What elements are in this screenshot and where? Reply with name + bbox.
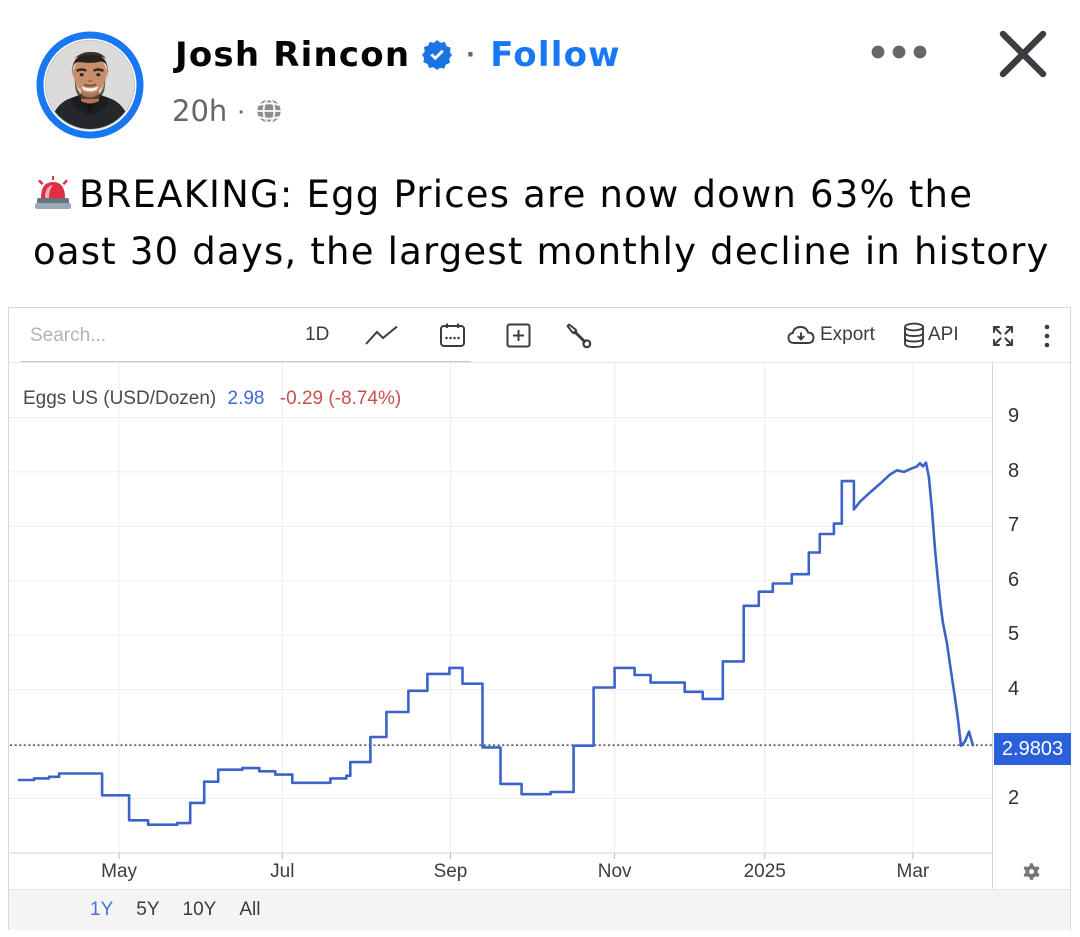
post-text-line1: BREAKING: Egg Prices are now down 63% th…	[79, 173, 974, 216]
y-axis-label: 2	[1008, 786, 1020, 809]
meta-separator: ·	[236, 94, 246, 127]
series-name: Eggs US (USD/Dozen)	[23, 388, 217, 409]
avatar[interactable]	[35, 30, 145, 140]
range-10y[interactable]: 10Y	[182, 899, 217, 920]
post-text-line2: oast 30 days, the largest monthly declin…	[33, 230, 1050, 273]
x-axis-label: Jul	[270, 861, 295, 882]
settings-gear-icon[interactable]	[1020, 860, 1043, 883]
api-database-icon[interactable]	[902, 322, 926, 349]
separator-dot: ·	[466, 38, 477, 71]
fullscreen-icon[interactable]	[990, 323, 1016, 349]
search-input[interactable]	[30, 320, 470, 352]
chart-legend: Eggs US (USD/Dozen) 2.98 -0.29 (-8.74%)	[23, 388, 401, 410]
line-chart-icon[interactable]	[363, 324, 401, 348]
rotating-light-emoji	[35, 176, 71, 209]
chart-toolbar: 1D Export	[9, 308, 1070, 363]
y-axis-label: 8	[1008, 459, 1020, 482]
author-name[interactable]: Josh Rincon	[175, 35, 411, 75]
range-selector: 1Y 5Y 10Y All	[9, 889, 1070, 930]
tools-wrench-icon[interactable]	[565, 322, 593, 350]
y-axis-label: 6	[1008, 568, 1020, 591]
add-indicator-icon[interactable]	[506, 323, 531, 348]
range-all[interactable]: All	[239, 899, 261, 920]
export-button[interactable]: Export	[820, 324, 875, 345]
close-button[interactable]	[998, 29, 1048, 79]
post-timestamp: 20h	[172, 94, 228, 128]
more-options-icon[interactable]	[1043, 323, 1051, 349]
interval-button[interactable]: 1D	[305, 324, 330, 345]
y-axis-label: 5	[1008, 623, 1020, 646]
x-axis-label: Sep	[433, 861, 468, 882]
post-menu-button[interactable]	[866, 38, 932, 66]
y-axis-label: 4	[1008, 677, 1020, 700]
x-axis-label: Nov	[597, 861, 632, 882]
calendar-icon[interactable]	[439, 322, 466, 349]
price-chart-plot[interactable]	[10, 363, 993, 890]
export-cloud-icon[interactable]	[786, 324, 816, 346]
x-axis-label: May	[101, 861, 138, 882]
post-text: BREAKING: Egg Prices are now down 63% th…	[33, 166, 1080, 280]
current-price-badge: 2.9803	[994, 733, 1071, 765]
x-axis-label: 2025	[743, 861, 786, 882]
series-price: 2.98	[227, 388, 265, 409]
range-5y[interactable]: 5Y	[136, 899, 160, 920]
search-underline	[21, 361, 471, 362]
api-button[interactable]: API	[928, 324, 959, 345]
x-axis-label: Mar	[896, 861, 930, 882]
verified-badge-icon	[422, 40, 453, 70]
chart-widget: 1D Export	[8, 307, 1071, 930]
globe-icon	[257, 98, 281, 124]
series-change: -0.29 (-8.74%)	[279, 388, 402, 409]
follow-button[interactable]: Follow	[490, 35, 621, 75]
y-axis-label: 9	[1008, 405, 1020, 428]
range-1y[interactable]: 1Y	[90, 899, 114, 920]
y-axis-label: 7	[1008, 514, 1020, 537]
